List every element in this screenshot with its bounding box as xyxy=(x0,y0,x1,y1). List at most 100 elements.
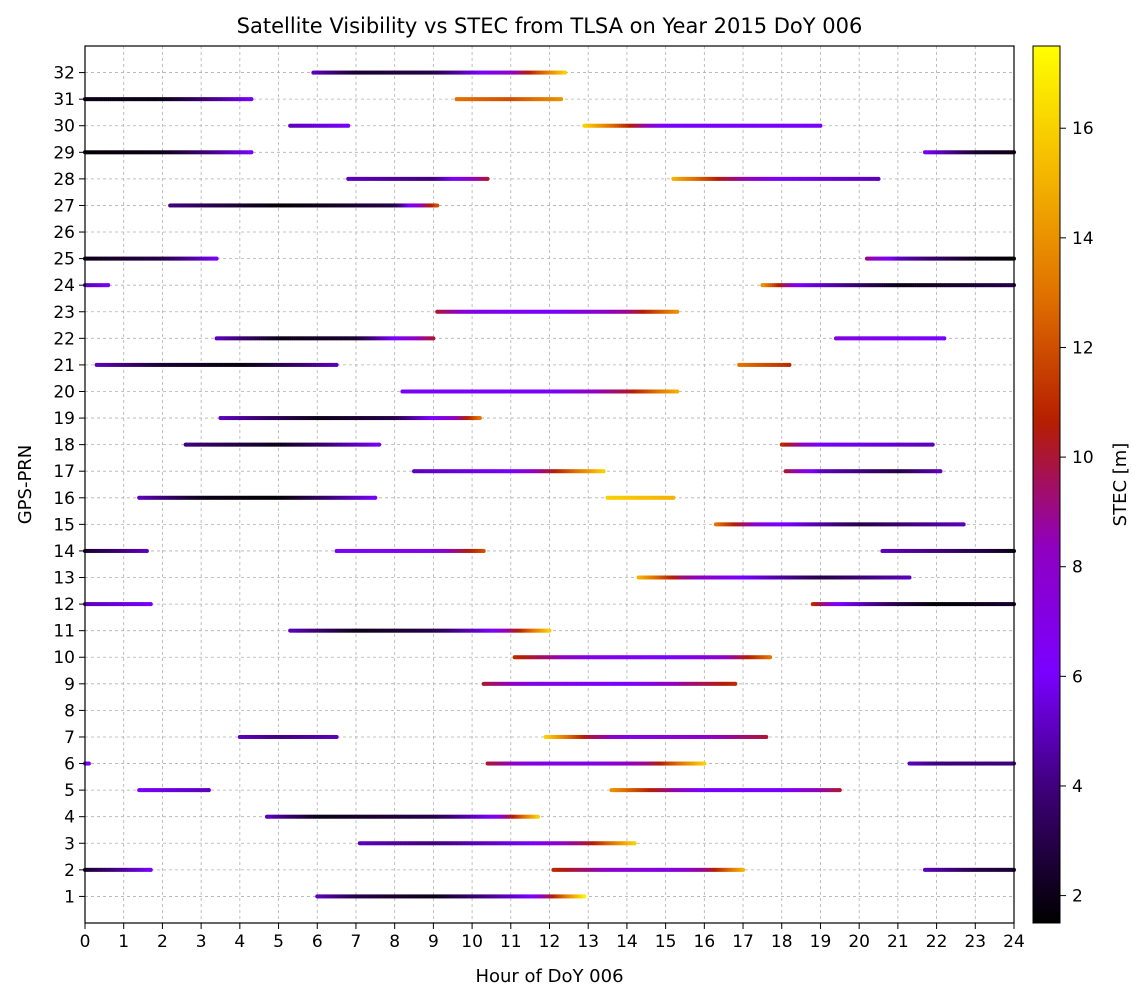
prn-12-track xyxy=(83,602,1016,607)
y-tick-label: 17 xyxy=(53,462,75,482)
prn-32-track xyxy=(311,70,567,75)
segment-end-point xyxy=(547,628,552,633)
segment-start-point xyxy=(922,867,927,872)
visibility-segment xyxy=(264,814,540,819)
segment-start-point xyxy=(218,416,223,421)
visibility-segment xyxy=(779,442,935,447)
x-tick-label: 7 xyxy=(351,932,362,952)
visibility-segment xyxy=(485,761,707,766)
visibility-segment xyxy=(481,681,738,686)
y-tick-label: 6 xyxy=(64,755,75,775)
visibility-segment xyxy=(400,389,680,394)
y-tick-label: 18 xyxy=(53,436,75,456)
prn-20-track xyxy=(400,389,680,394)
visibility-segment xyxy=(671,176,881,181)
visibility-segment xyxy=(334,548,486,553)
segment-start-point xyxy=(288,123,293,128)
y-tick-label: 24 xyxy=(53,276,75,296)
prn-3-track xyxy=(357,841,637,846)
segment-start-point xyxy=(481,681,486,686)
prn-13-track xyxy=(636,575,912,580)
segment-start-point xyxy=(137,788,142,793)
segment-end-point xyxy=(148,867,153,872)
colorbar-title: STEC [m] xyxy=(1110,443,1131,527)
x-tick-label: 11 xyxy=(500,932,522,952)
y-tick-label: 3 xyxy=(64,834,75,854)
prn-31-track xyxy=(83,97,564,102)
visibility-segment xyxy=(83,150,254,155)
chart-title: Satellite Visibility vs STEC from TLSA o… xyxy=(237,14,863,38)
visibility-segment xyxy=(582,123,823,128)
segment-end-point xyxy=(582,894,587,899)
x-tick-label: 3 xyxy=(196,932,207,952)
segment-end-point xyxy=(373,495,378,500)
visibility-segment xyxy=(605,495,676,500)
visibility-segment xyxy=(83,867,153,872)
segment-end-point xyxy=(907,575,912,580)
y-tick-label: 4 xyxy=(64,808,75,828)
segment-end-point xyxy=(675,309,680,314)
visibility-segment xyxy=(83,97,254,102)
segment-start-point xyxy=(334,548,339,553)
y-axis: 1234567891011121314151617181920212223242… xyxy=(53,64,85,907)
segment-start-point xyxy=(609,788,614,793)
visibility-segment xyxy=(783,469,943,474)
x-tick-label: 18 xyxy=(771,932,793,952)
prn-21-track xyxy=(94,362,792,367)
y-tick-label: 30 xyxy=(53,117,75,137)
visibility-segment xyxy=(311,70,567,75)
y-tick-label: 13 xyxy=(53,569,75,589)
segment-start-point xyxy=(605,495,610,500)
segment-start-point xyxy=(907,761,912,766)
x-axis: 0 1 2 3 4 5 6 7 8 9 10 11 12 13 14 15 16 17 18 19 20 21 22 23 24 xyxy=(80,923,1025,952)
segment-end-point xyxy=(876,176,881,181)
x-tick-label: 17 xyxy=(732,932,754,952)
visibility-segment xyxy=(551,867,746,872)
prn-17-track xyxy=(412,469,943,474)
segment-end-point xyxy=(249,150,254,155)
segment-start-point xyxy=(346,176,351,181)
y-tick-label: 9 xyxy=(64,675,75,695)
segment-end-point xyxy=(535,814,540,819)
segment-start-point xyxy=(543,734,548,739)
prn-1-track xyxy=(315,894,587,899)
visibility-segment xyxy=(83,283,111,288)
prn-6-track xyxy=(83,761,1016,766)
visibility-segment xyxy=(512,655,773,660)
segment-start-point xyxy=(214,336,219,341)
segment-start-point xyxy=(551,867,556,872)
segment-start-point xyxy=(512,655,517,660)
segment-start-point xyxy=(760,283,765,288)
prn-16-track xyxy=(137,495,676,500)
colorbar: 2 4 6 8 10 12 14 16 xyxy=(1032,45,1094,924)
x-tick-label: 23 xyxy=(964,932,986,952)
y-tick-label: 8 xyxy=(64,701,75,721)
visibility-segment xyxy=(737,362,792,367)
y-tick-label: 27 xyxy=(53,196,75,216)
segment-end-point xyxy=(477,416,482,421)
segment-end-point xyxy=(86,761,91,766)
segment-end-point xyxy=(435,203,440,208)
segment-end-point xyxy=(741,867,746,872)
visibility-segment xyxy=(218,416,482,421)
visibility-segment xyxy=(713,522,966,527)
colorbar-tick-label: 6 xyxy=(1072,667,1083,687)
visibility-segment xyxy=(810,602,1016,607)
visibility-segment xyxy=(83,548,149,553)
segment-start-point xyxy=(168,203,173,208)
segment-end-point xyxy=(733,681,738,686)
segment-start-point xyxy=(737,362,742,367)
x-tick-label: 24 xyxy=(1003,932,1025,952)
visibility-segment xyxy=(83,602,153,607)
y-tick-label: 2 xyxy=(64,861,75,881)
segment-end-point xyxy=(787,362,792,367)
visibility-segment xyxy=(880,548,1016,553)
segment-end-point xyxy=(675,389,680,394)
y-tick-label: 16 xyxy=(53,489,75,509)
segment-start-point xyxy=(412,469,417,474)
segment-end-point xyxy=(818,123,823,128)
prn-15-track xyxy=(713,522,966,527)
y-tick-label: 15 xyxy=(53,515,75,535)
prn-23-track xyxy=(435,309,680,314)
